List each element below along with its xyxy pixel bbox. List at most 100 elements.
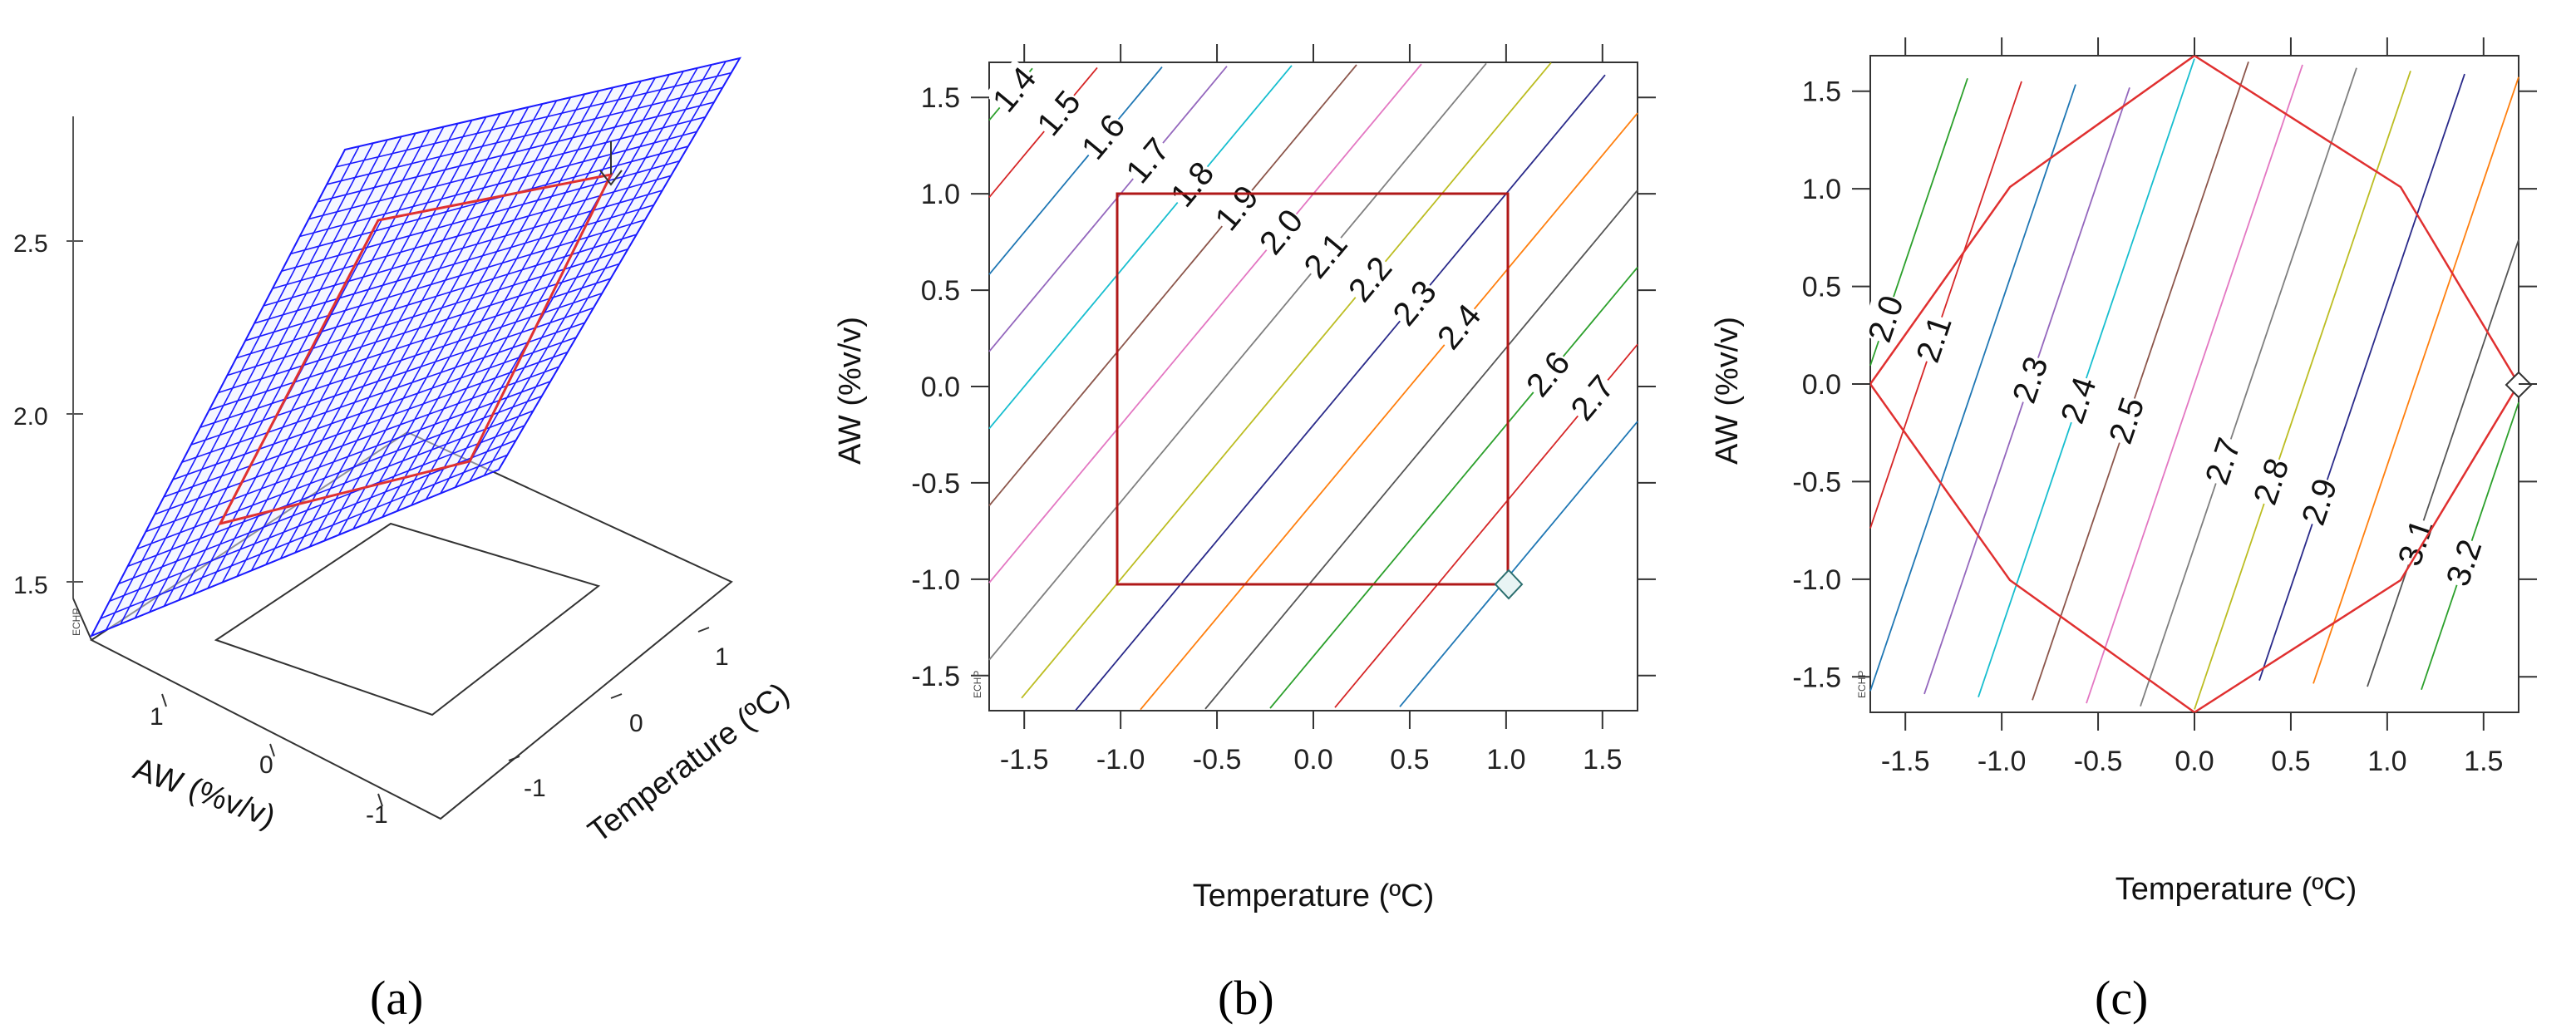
contour-label-bg	[1073, 106, 1131, 166]
floor-edge	[72, 598, 92, 641]
axis-ticks: -1.5 -1.0 -0.5 0.0 0.5 1.0 1.5 1.5 1.0 0.5 0.0 -0.5…	[1792, 37, 2537, 777]
panel-label-c: (c)	[2095, 971, 2148, 1025]
design-point-marker	[1494, 569, 1524, 600]
y-tick-label: -0.5	[1792, 466, 1841, 498]
panel-b: 1.41.51.61.71.81.92.02.12.22.32.42.62.7 …	[833, 44, 1656, 1025]
design-point-marker	[599, 170, 623, 186]
contour-label-bg	[2052, 372, 2102, 428]
contour-lines	[988, 62, 1638, 711]
contour-line	[1269, 267, 1638, 709]
x-tick-label: 0.0	[1293, 744, 1332, 776]
mesh-line	[396, 81, 642, 512]
response-tag: ECHP	[972, 671, 983, 698]
contour-label-bg	[2101, 391, 2150, 448]
contour-line	[2140, 67, 2357, 707]
contour-label-bg	[2437, 534, 2488, 591]
x-axis-title: Temperature (ºC)	[1193, 879, 1435, 913]
mesh-line	[272, 175, 672, 289]
z-tick-label: 2.0	[13, 403, 48, 431]
mesh-line	[318, 101, 715, 203]
contour-line	[2086, 64, 2303, 704]
x-tick-label: 0.5	[2271, 746, 2310, 777]
contour-line	[2367, 239, 2519, 687]
mesh-line	[218, 263, 620, 394]
y-tick-label: 1.0	[921, 179, 960, 210]
y-tick-label: -1.0	[1792, 564, 1841, 596]
y-tick-label: 1.5	[1802, 76, 1841, 108]
contour-line	[2258, 73, 2465, 681]
y-tick-label: -0.5	[911, 468, 960, 500]
surface-mesh	[89, 57, 742, 638]
x-axis-title: AW (%v/v)	[129, 751, 280, 835]
panel-label-a: (a)	[370, 971, 423, 1025]
mesh-line	[327, 86, 723, 185]
contour-line	[988, 66, 1228, 352]
contour-label-bg	[1340, 249, 1398, 308]
contour-label-bg	[1028, 82, 1087, 142]
y-axis-title: AW (%v/v)	[1710, 317, 1745, 465]
mesh-line	[344, 57, 741, 150]
panel-c: 2.02.12.32.42.52.72.82.93.13.2 -1.5 -1.0-…	[1710, 37, 2537, 1025]
contour-line	[1399, 421, 1638, 707]
mesh-line	[323, 96, 572, 542]
x-tick-label: 1.5	[2464, 746, 2503, 777]
mesh-line	[308, 116, 706, 220]
x-tick-label: -1.0	[1978, 746, 2027, 777]
contour-label-bg	[1859, 290, 1909, 347]
mesh-line	[308, 100, 558, 548]
contour-label-bg	[2245, 453, 2295, 510]
contour-label-bg	[1562, 367, 1621, 427]
y-tick-label: 0.0	[921, 372, 960, 403]
contour-label-bg	[2004, 351, 2054, 408]
mesh-line	[337, 93, 586, 535]
mesh-line	[382, 84, 628, 518]
contour-line	[988, 62, 1487, 661]
panel-a: 2.5 2.0 1.5 1 0 -1 -1 0 1 AW (%v/v)	[13, 57, 795, 1025]
contour-line	[1204, 190, 1638, 710]
mesh-line	[469, 64, 712, 482]
y-tick-label: 0.0	[1802, 369, 1841, 401]
contour-line	[2194, 71, 2411, 710]
contour-line	[1021, 62, 1552, 699]
x-tick-label: 1.0	[2367, 746, 2406, 777]
x-tick-label: 1.5	[1583, 744, 1622, 776]
contour-label-bg	[1908, 310, 1958, 367]
mesh-line	[236, 234, 637, 359]
contour-label-bg	[2293, 473, 2343, 529]
x-tick-label: -1	[366, 801, 388, 829]
response-tag: ECHP	[71, 608, 82, 636]
y-tick-label: -1.5	[1792, 662, 1841, 693]
contour-line	[1140, 112, 1638, 711]
contour-label-bg	[1429, 296, 1487, 356]
response-tag: ECHP	[1856, 671, 1868, 698]
contour-line	[1869, 84, 2076, 692]
y-axis-title: Temperature (ºC)	[582, 677, 795, 849]
mesh-line	[483, 61, 727, 476]
contour-label-bg	[1384, 272, 1443, 332]
mesh-line	[411, 77, 656, 506]
mesh-line	[352, 90, 600, 529]
mesh-line	[454, 67, 698, 488]
contour-line	[2032, 61, 2249, 701]
contour-line	[988, 63, 1422, 583]
contour-label-bg	[2389, 514, 2440, 570]
mesh-line	[440, 71, 684, 494]
mesh-line	[367, 86, 614, 524]
mesh-line	[227, 249, 628, 377]
y-tick-label: 1.0	[1802, 174, 1841, 205]
y-tick-label: 1	[715, 643, 729, 671]
surface-outline	[89, 57, 742, 638]
x-tick-label: 1	[150, 703, 164, 731]
contour-label-bg	[1117, 130, 1176, 190]
z-tick-label: 2.5	[13, 230, 48, 258]
floor-inner-region	[214, 522, 601, 716]
z-tick-label: 1.5	[13, 572, 48, 599]
contour-line	[2312, 76, 2519, 684]
contour-label-bg	[1518, 343, 1576, 403]
contour-line	[1978, 58, 2195, 697]
x-tick-label: -0.5	[2074, 746, 2123, 777]
contour-line	[1075, 74, 1606, 711]
mesh-line	[290, 145, 689, 255]
mesh-line	[299, 130, 697, 238]
